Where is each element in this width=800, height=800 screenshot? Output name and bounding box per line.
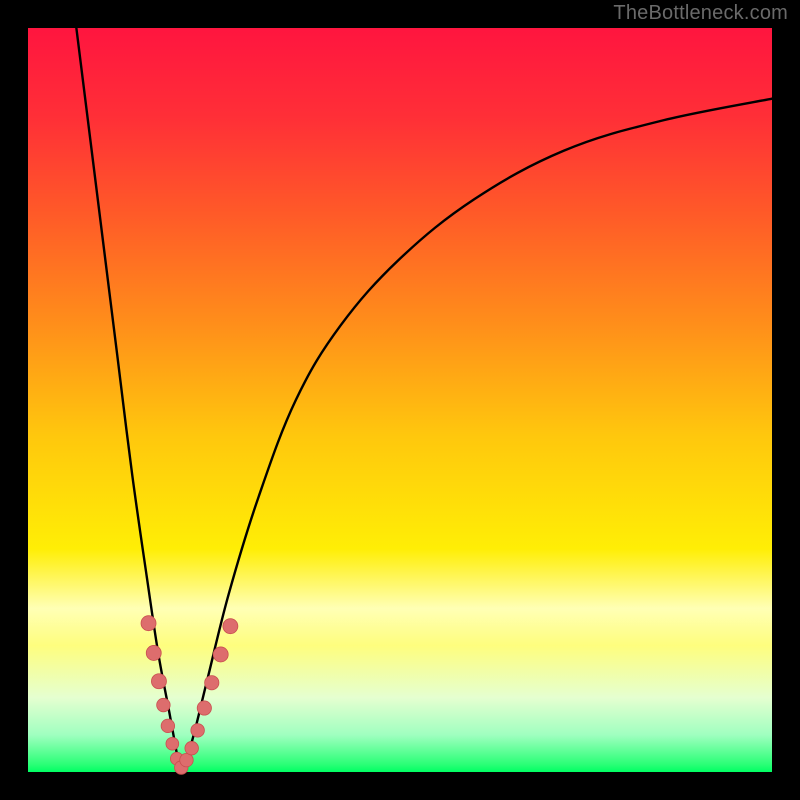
marker-point	[223, 619, 238, 634]
marker-point	[146, 645, 161, 660]
marker-point	[151, 674, 166, 689]
marker-point	[166, 737, 179, 750]
marker-point	[197, 701, 211, 715]
marker-point	[213, 647, 228, 662]
marker-point	[180, 753, 194, 767]
chart-container: TheBottleneck.com	[0, 0, 800, 800]
marker-point	[185, 741, 199, 755]
marker-point	[157, 698, 171, 712]
bottleneck-chart	[0, 0, 800, 800]
marker-point	[161, 719, 175, 733]
marker-point	[205, 676, 219, 690]
marker-point	[191, 724, 205, 738]
attribution-text: TheBottleneck.com	[613, 2, 788, 25]
plot-area	[28, 28, 772, 772]
marker-point	[141, 616, 156, 631]
